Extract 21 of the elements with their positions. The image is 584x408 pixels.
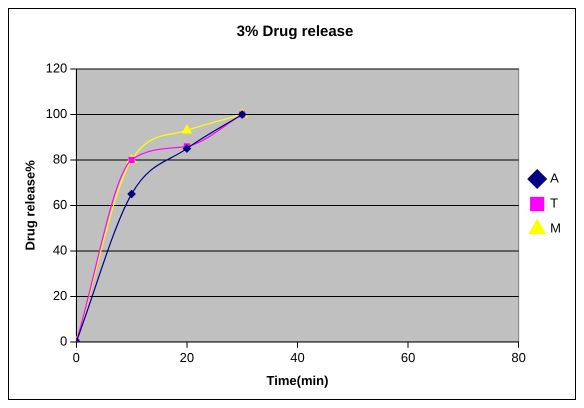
- y-tick-label: 40: [52, 242, 68, 258]
- x-tick-label: 40: [290, 350, 305, 366]
- legend-label: T: [550, 196, 558, 211]
- y-tick-label: 20: [52, 288, 68, 303]
- x-tick-label: 80: [511, 350, 526, 366]
- point: [182, 144, 191, 153]
- y-tick-label: 120: [46, 60, 68, 76]
- x-tick-label: 60: [400, 350, 416, 366]
- y-tick-label: 0: [60, 333, 68, 348]
- chart-title: 3% Drug release: [236, 23, 354, 40]
- y-tick-label: 80: [52, 152, 68, 167]
- x-tick-label: 20: [180, 350, 194, 366]
- legend-label: M: [550, 220, 562, 236]
- point: [127, 190, 136, 198]
- y-tick-label: 100: [46, 106, 68, 122]
- y-axis-title: Drug release%: [22, 160, 38, 251]
- y-tick-label: 60: [52, 196, 68, 212]
- x-tick-label: 0: [72, 350, 80, 366]
- x-axis-title: Time(min): [266, 372, 328, 388]
- legend-label: A: [550, 170, 560, 186]
- point: [182, 124, 192, 134]
